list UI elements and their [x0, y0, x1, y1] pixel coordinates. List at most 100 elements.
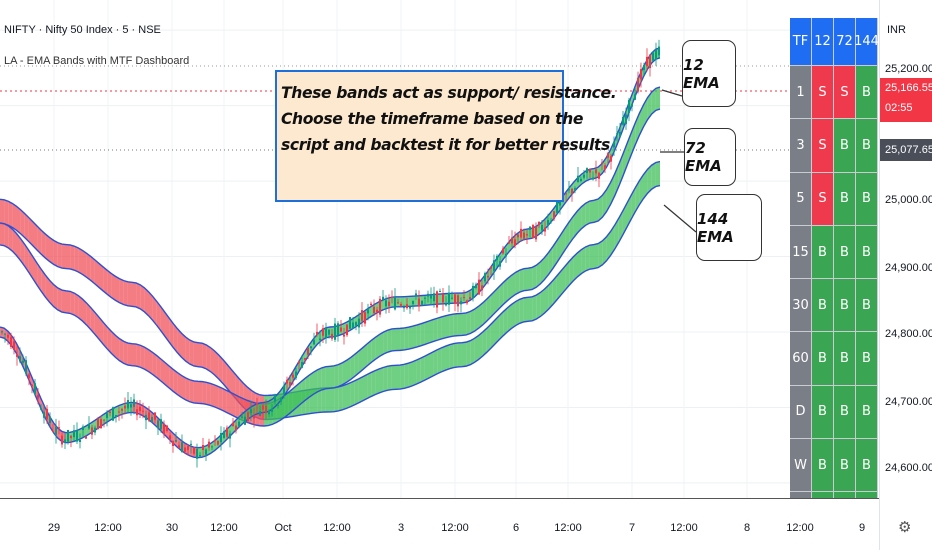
candle — [163, 423, 165, 435]
dashboard-signal-cell: B — [812, 332, 834, 386]
band-segment — [78, 427, 83, 440]
band-segment — [156, 301, 161, 331]
symbol-title[interactable]: NIFTY · Nifty 50 Index · 5 · NSE — [4, 24, 161, 36]
time-tick: 12:00 — [323, 522, 351, 534]
candle — [274, 394, 276, 402]
band-segment — [523, 297, 528, 322]
candle — [280, 397, 282, 402]
candle — [490, 266, 492, 269]
band-segment — [622, 203, 627, 235]
band-segment — [313, 369, 318, 395]
dashboard-tf-cell: 1 — [790, 66, 812, 120]
candle — [340, 327, 342, 332]
band-segment — [565, 221, 570, 250]
band-segment — [165, 362, 170, 389]
currency-label[interactable]: INR — [887, 24, 906, 36]
band-segment — [495, 315, 500, 344]
candle — [229, 433, 231, 439]
band-segment — [429, 319, 434, 343]
candle — [316, 331, 318, 335]
dashboard-signal-cell: B — [812, 439, 834, 493]
band-segment — [602, 236, 607, 265]
candle — [1, 331, 3, 333]
candle — [646, 56, 648, 67]
callout-144-connector — [663, 204, 697, 233]
dashboard-signal-cell: B — [856, 332, 878, 386]
band-segment — [437, 293, 442, 305]
band-segment — [354, 350, 359, 377]
band-segment — [511, 301, 516, 329]
candle — [478, 279, 480, 295]
dashboard-signal-cell: S — [834, 66, 856, 120]
last-price: 25,166.55 — [885, 82, 932, 94]
candle — [553, 211, 555, 220]
time-tick: 30 — [165, 522, 179, 534]
band-segment — [523, 268, 528, 291]
band-segment — [437, 316, 442, 341]
candle — [211, 446, 213, 448]
candle — [442, 294, 444, 303]
candle — [91, 427, 93, 435]
band-segment — [515, 270, 520, 295]
band-segment — [507, 275, 512, 301]
dashboard-signal-cell: B — [856, 119, 878, 173]
band-segment — [614, 218, 619, 250]
candle — [343, 334, 345, 337]
band-segment — [424, 321, 429, 345]
candle — [232, 422, 234, 427]
candle — [283, 385, 285, 394]
candle — [25, 360, 27, 374]
last-price-badge: 25,166.55 02:55 — [880, 78, 932, 122]
candle — [457, 295, 459, 307]
band-segment — [449, 314, 454, 337]
band-segment — [41, 230, 46, 259]
band-segment — [140, 284, 145, 312]
dashboard-signal-cell: S — [812, 172, 834, 226]
time-axis[interactable] — [0, 498, 879, 551]
band-segment — [82, 299, 87, 326]
gear-icon[interactable]: ⚙ — [898, 519, 912, 536]
bar-countdown: 02:55 — [885, 102, 913, 114]
candle — [358, 318, 360, 328]
dashboard-tf-cell: 15 — [790, 225, 812, 280]
candle — [382, 296, 384, 300]
band-segment — [466, 290, 471, 303]
candle — [583, 174, 585, 178]
band-segment — [0, 222, 5, 246]
band-segment — [20, 209, 25, 238]
band-segment — [181, 375, 186, 400]
band-segment — [28, 217, 33, 246]
band-segment — [37, 226, 42, 255]
callout-12-connector — [661, 89, 683, 97]
time-tick: 12:00 — [670, 522, 698, 534]
candle — [376, 309, 378, 313]
band-segment — [119, 278, 124, 305]
candle — [253, 415, 255, 419]
candle — [262, 405, 264, 410]
candle — [331, 333, 333, 339]
candle — [598, 172, 600, 179]
candle — [427, 293, 429, 297]
band-segment — [495, 286, 500, 313]
dashboard-signal-cell: B — [856, 439, 878, 493]
candle — [577, 175, 579, 183]
band-segment — [173, 369, 178, 395]
dashboard-signal-cell: B — [856, 172, 878, 226]
candle — [409, 307, 411, 309]
band-segment — [379, 332, 384, 357]
candle — [493, 260, 495, 272]
indicator-title[interactable]: LA - EMA Bands with MTF Dashboard — [4, 55, 190, 67]
band-segment — [412, 325, 417, 349]
band-segment — [371, 337, 376, 363]
band-segment — [433, 349, 438, 376]
candle — [565, 193, 567, 195]
band-segment — [470, 338, 475, 365]
dashboard-signal-cell: B — [856, 66, 878, 120]
band-segment — [193, 341, 198, 367]
band-segment — [424, 353, 429, 381]
band-edge — [0, 108, 661, 427]
band-segment — [379, 367, 384, 393]
dashboard-signal-cell: B — [856, 279, 878, 333]
band-segment — [556, 234, 561, 263]
